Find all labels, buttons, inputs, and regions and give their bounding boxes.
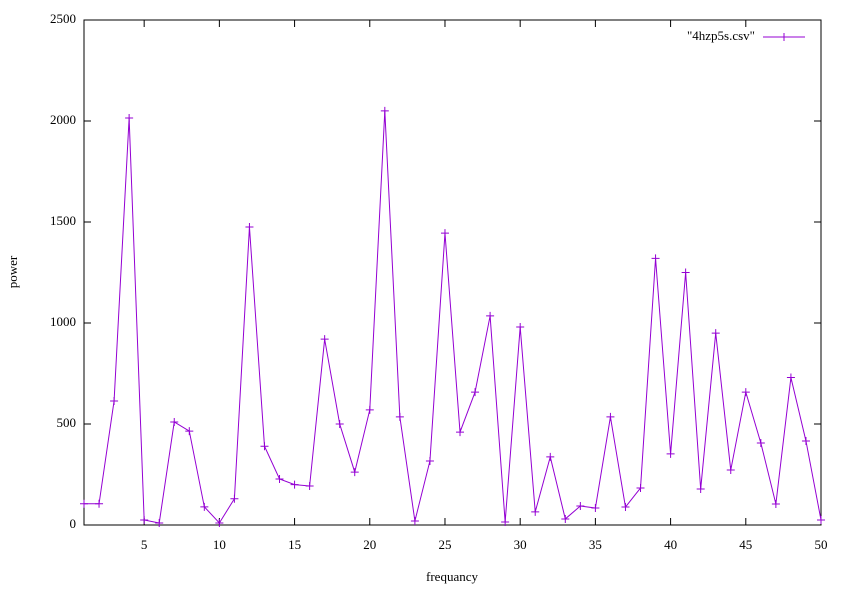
data-point [561, 514, 570, 523]
data-point [320, 335, 329, 344]
data-point [230, 494, 239, 503]
data-point [726, 466, 735, 475]
y-tick-label: 1500 [50, 213, 76, 228]
data-point [395, 412, 404, 421]
data-point [576, 502, 585, 511]
x-tick-label: 35 [589, 537, 602, 552]
data-point [350, 468, 359, 477]
data-point [786, 373, 795, 382]
data-point [245, 223, 254, 232]
data-point [666, 449, 675, 458]
data-point [546, 452, 555, 461]
data-point [636, 484, 645, 493]
data-point [125, 113, 134, 122]
x-tick-label: 45 [739, 537, 752, 552]
data-point [711, 329, 720, 338]
x-tick-label: 30 [514, 537, 527, 552]
x-tick-label: 40 [664, 537, 677, 552]
data-point [516, 323, 525, 332]
data-point [741, 388, 750, 397]
y-tick-label: 500 [57, 415, 77, 430]
data-point [275, 474, 284, 483]
data-point [817, 515, 825, 524]
data-point [621, 503, 630, 512]
y-tick-label: 2000 [50, 112, 76, 127]
data-point [471, 388, 480, 397]
data-point [110, 396, 119, 405]
data-point [215, 518, 224, 527]
data-point [155, 518, 164, 527]
data-point [440, 229, 449, 238]
data-point [531, 507, 540, 516]
x-axis-label: frequancy [426, 569, 478, 584]
x-tick-label: 20 [363, 537, 376, 552]
data-point [756, 438, 765, 447]
data-point [260, 442, 269, 451]
x-tick-label: 5 [141, 537, 148, 552]
data-point [365, 405, 374, 414]
data-point [696, 485, 705, 494]
x-tick-label: 25 [438, 537, 451, 552]
data-point [305, 482, 314, 491]
data-point [606, 412, 615, 421]
plot-border [83, 19, 822, 526]
x-tick-label: 15 [288, 537, 301, 552]
data-point [290, 480, 299, 489]
data-point [200, 502, 209, 511]
data-point [335, 420, 344, 428]
data-point [591, 504, 600, 513]
data-point [681, 268, 690, 277]
y-tick-label: 2500 [50, 11, 76, 26]
data-point [486, 311, 495, 320]
x-tick-label: 10 [213, 537, 226, 552]
y-axis-label: power [5, 255, 20, 288]
data-point [410, 516, 419, 525]
data-point [501, 517, 510, 526]
data-point [80, 499, 88, 508]
legend-label: "4hzp5s.csv" [687, 28, 755, 43]
legend-marker [780, 33, 788, 41]
data-point [425, 456, 434, 465]
data-line [84, 110, 822, 524]
data-point [140, 515, 149, 524]
data-point [801, 436, 810, 445]
y-tick-label: 0 [70, 516, 77, 531]
data-point [771, 499, 780, 508]
data-point [95, 499, 104, 508]
y-tick-label: 1000 [50, 314, 76, 329]
x-tick-label: 50 [815, 537, 828, 552]
data-point [170, 417, 179, 426]
data-point [456, 428, 465, 437]
data-point [651, 254, 660, 263]
data-point [185, 427, 194, 436]
data-point [380, 106, 389, 115]
